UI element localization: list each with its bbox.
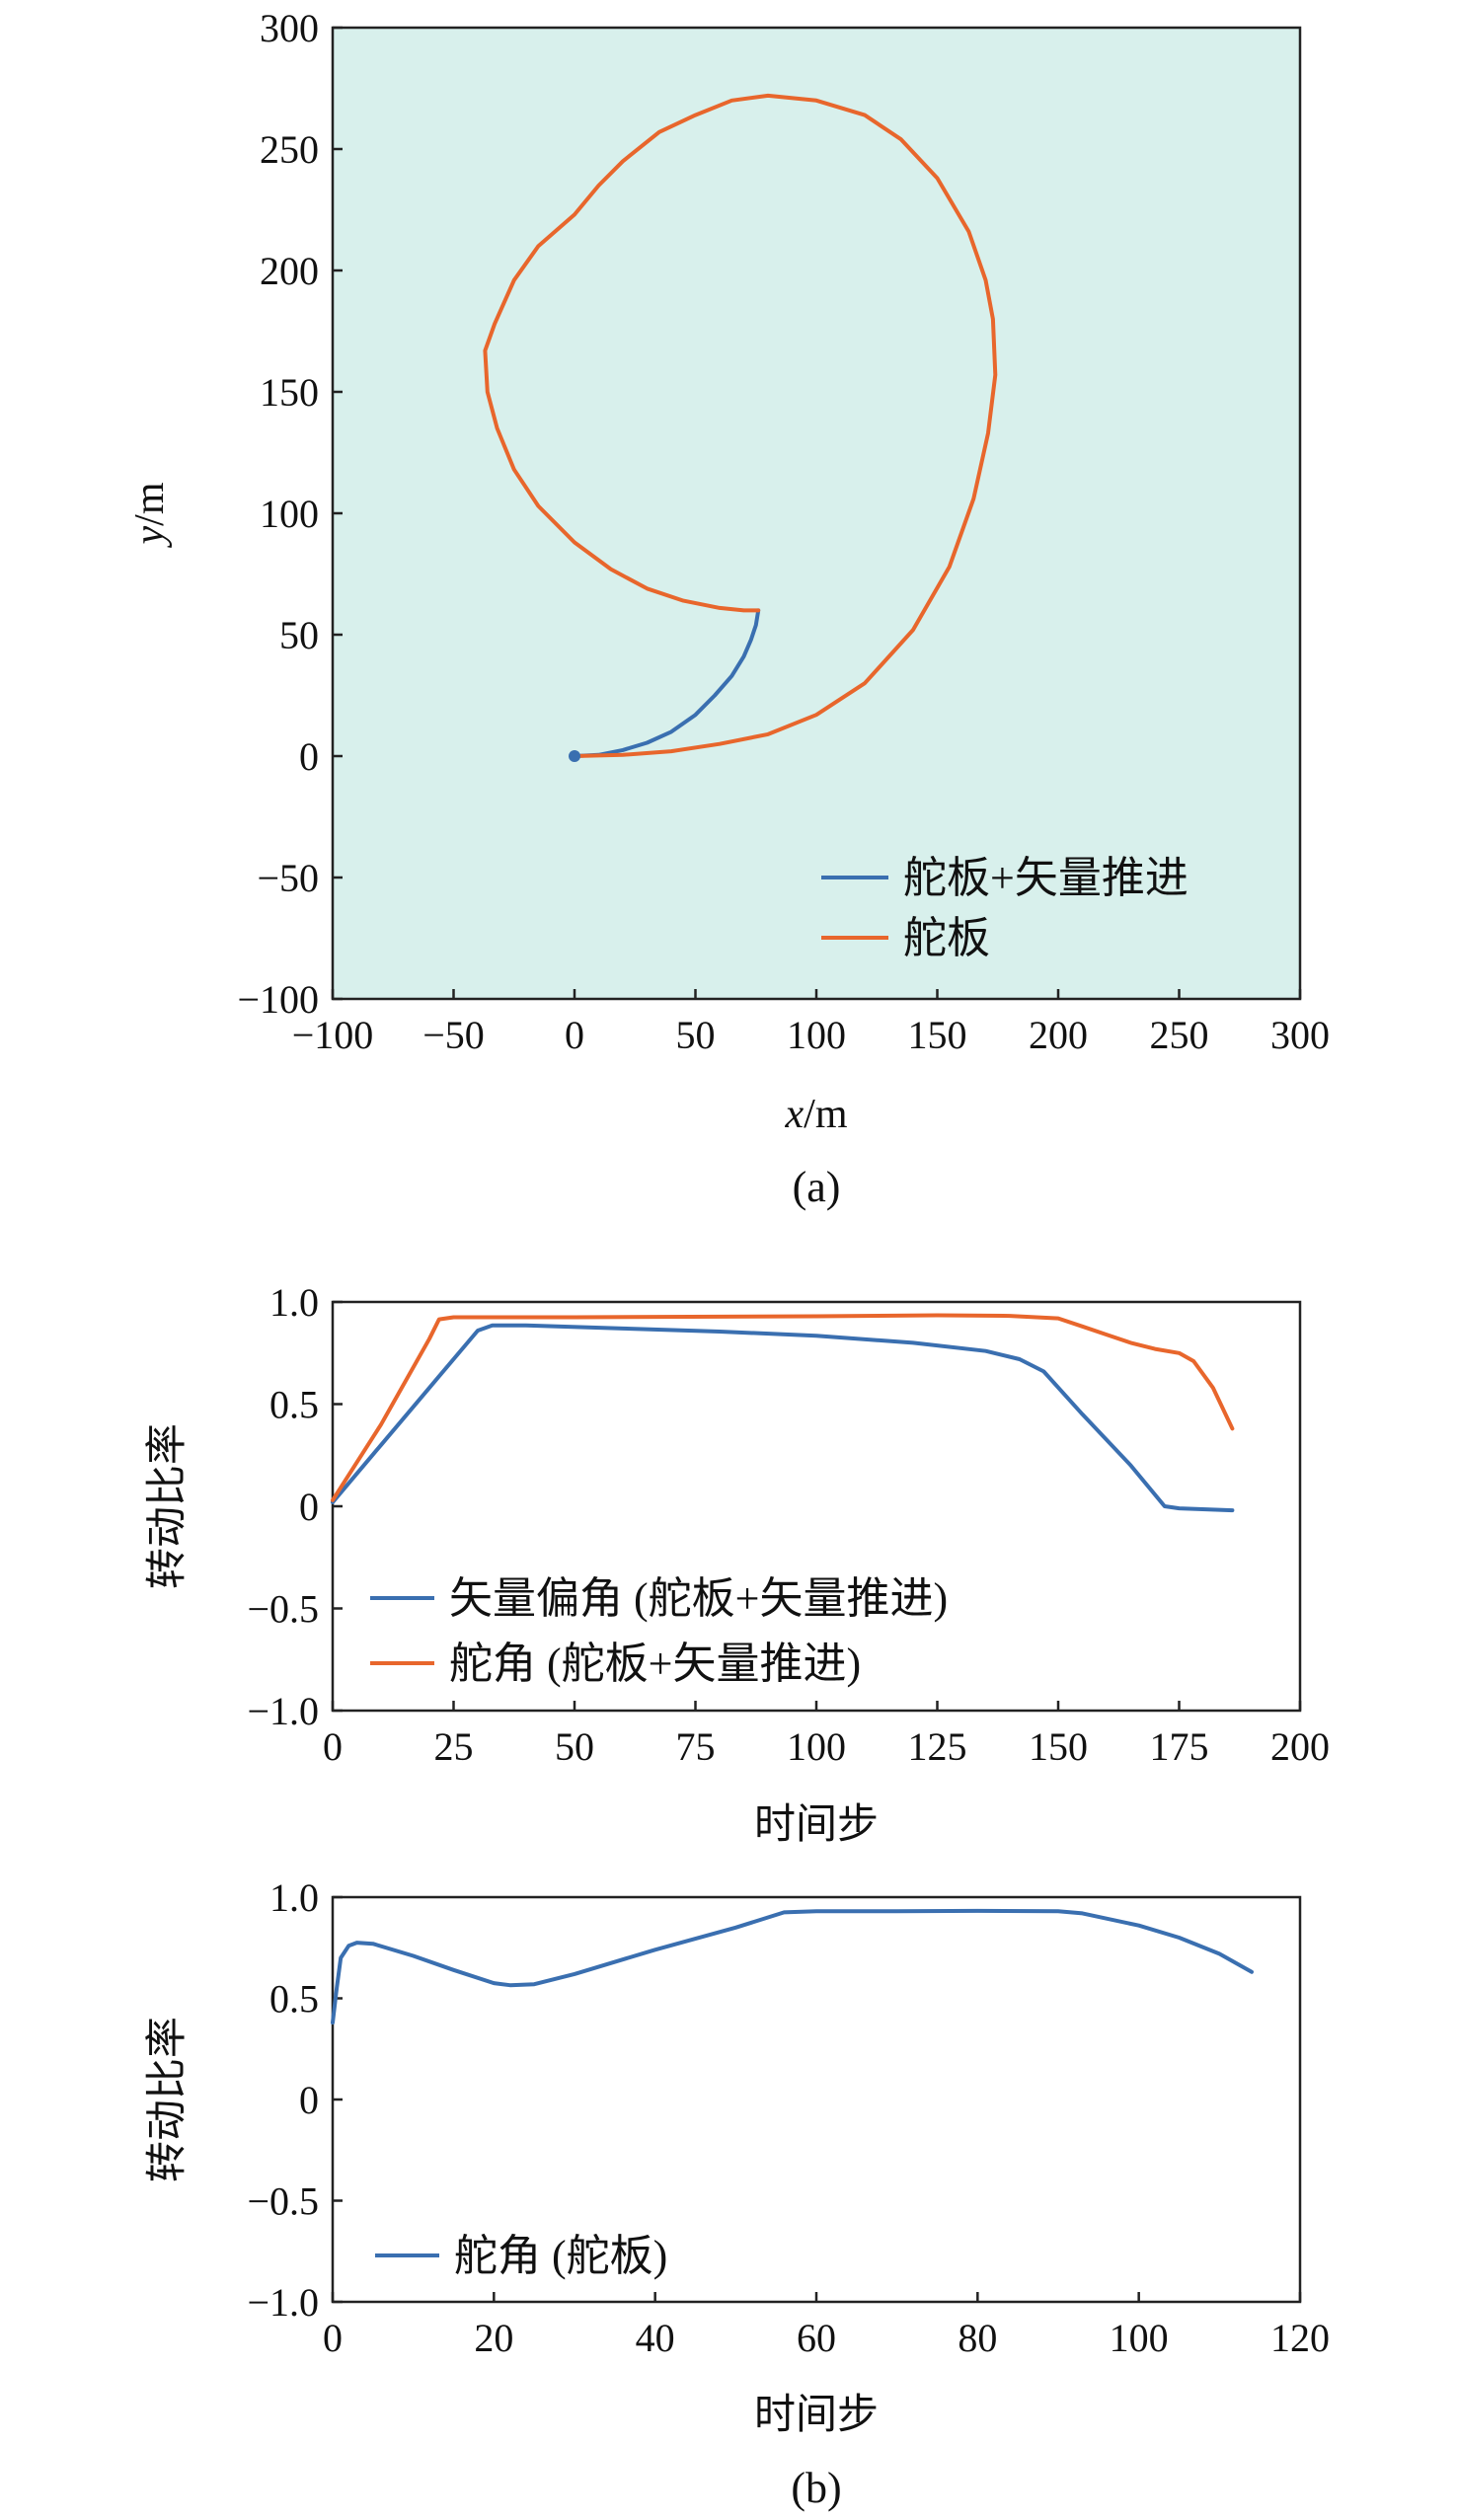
legend: 舵板+矢量推进 舵板 [821,854,1189,962]
y-axis-label: 转动比率 [144,2017,191,2182]
legend-label-1: 舵角 (舵板) [454,2232,667,2280]
x-tick-label: 0 [565,1013,584,1057]
series-lines [483,93,998,762]
legend: 舵角 (舵板) [375,2232,667,2280]
y-tick-label: 0 [299,1485,319,1529]
series-line-1 [331,1908,1254,2025]
start-point-marker [569,750,580,762]
series-lines [331,1908,1254,2025]
y-tick-label: 0.5 [269,1977,319,2022]
y-axis-label: 转动比率 [144,1423,191,1589]
y-tick-label: −1.0 [247,2280,319,2325]
x-tick-label: 40 [636,2316,675,2360]
x-tick-label: 20 [474,2316,513,2360]
legend-label-2: 舵板 [903,914,990,962]
x-tick-label: 0 [323,1724,343,1769]
x-tick-label: 250 [1150,1013,1209,1057]
x-tick-label: −50 [422,1013,485,1057]
y-tick-label: 0 [299,734,319,779]
x-tick-label: 75 [676,1724,716,1769]
x-tick-label: 25 [434,1724,474,1769]
axis-ticks: 0 20 40 60 80 100 120 −1.0 −0.5 0 0.5 1.0 [247,1875,1330,2360]
x-tick-label: 200 [1270,1724,1330,1769]
y-tick-label: −1.0 [247,1689,319,1733]
y-tick-label: 1.0 [269,1875,319,1920]
legend-label-2: 舵角 (舵板+矢量推进) [449,1640,861,1688]
x-tick-label: 80 [958,2316,997,2360]
y-tick-label: −50 [257,856,319,900]
rotation-ratio-chart-2: 0 20 40 60 80 100 120 −1.0 −0.5 0 0.5 1.0 舵角 (舵板) 时… [144,1875,1330,2512]
x-tick-label: 300 [1270,1013,1330,1057]
series-line-1 [331,1323,1235,1513]
series-line-1 [573,608,761,758]
x-tick-label: −100 [292,1013,374,1057]
x-tick-label: 0 [323,2316,343,2360]
legend-label-1: 矢量偏角 (舵板+矢量推进) [449,1574,948,1623]
x-tick-label: 60 [797,2316,836,2360]
x-axis-label: x/m [785,1092,848,1137]
y-tick-label: 50 [279,613,319,657]
y-tick-label: 100 [260,492,319,536]
x-tick-label: 100 [1110,2316,1169,2360]
legend-label-1: 舵板+矢量推进 [903,854,1189,902]
y-tick-label: 1.0 [269,1280,319,1325]
x-tick-label: 200 [1029,1013,1088,1057]
x-tick-label: 175 [1150,1724,1209,1769]
caption-b: (b) [791,2464,841,2512]
x-tick-label: 100 [787,1724,846,1769]
caption-a: (a) [793,1163,841,1211]
y-tick-label: 0.5 [269,1383,319,1427]
series-lines [331,1313,1235,1513]
x-axis-label: 时间步 [754,2393,879,2438]
axis-ticks: 0 25 50 75 100 125 150 175 200 −1.0 −0.5 0 0.5 1.0 [247,1280,1330,1769]
plot-area-background [331,26,1302,1001]
y-tick-label: −0.5 [247,1587,319,1632]
y-tick-label: 0 [299,2078,319,2122]
y-tick-label: 200 [260,249,319,293]
legend: 矢量偏角 (舵板+矢量推进) 舵角 (舵板+矢量推进) [370,1574,948,1688]
y-tick-label: 300 [260,6,319,50]
y-tick-label: −0.5 [247,2179,319,2224]
x-tick-label: 150 [1029,1724,1088,1769]
y-tick-label: 150 [260,370,319,415]
y-tick-label: −100 [237,977,319,1022]
series-line-2 [331,1313,1235,1502]
y-axis-label: y/m [127,482,173,548]
x-tick-label: 50 [676,1013,716,1057]
x-tick-label: 50 [555,1724,594,1769]
axis-ticks: −100 −50 0 50 100 150 200 250 300 −100 −50 0 50 100 15… [237,6,1330,1057]
x-tick-label: 100 [787,1013,846,1057]
y-tick-label: 250 [260,127,319,172]
trajectory-chart: −100 −50 0 50 100 150 200 250 300 −100 −50 0 50 100 15… [127,6,1330,1211]
x-tick-label: 150 [908,1013,967,1057]
x-tick-label: 120 [1270,2316,1330,2360]
x-axis-label: 时间步 [754,1802,879,1848]
x-tick-label: 125 [908,1724,967,1769]
rotation-ratio-chart-1: 0 25 50 75 100 125 150 175 200 −1.0 −0.5 0 0.5 1.0 矢量… [144,1280,1330,1848]
series-line-2 [483,93,998,758]
